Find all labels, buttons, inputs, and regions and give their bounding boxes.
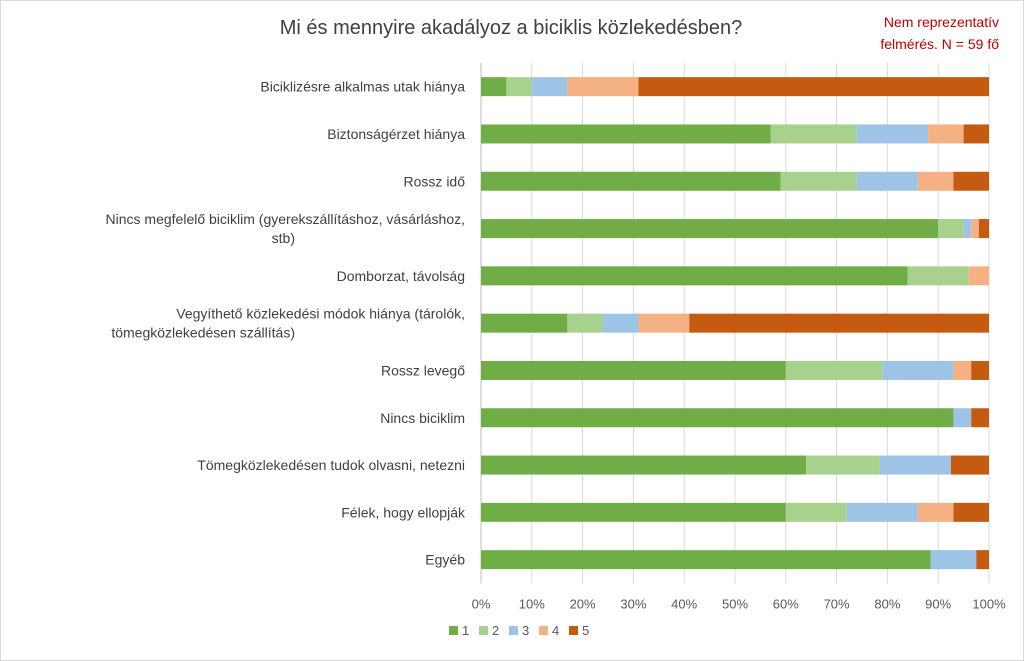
bar-segment (971, 219, 979, 239)
category-label: Rossz idő (404, 173, 466, 189)
bar-segment (567, 77, 639, 97)
bar-segment (930, 550, 977, 570)
bar-segment (971, 360, 989, 380)
bar-segment (917, 171, 954, 191)
legend-swatch (539, 626, 548, 635)
bar-segment (953, 502, 989, 522)
x-tick-labels: 0% 10% 20% 30% 40% 50% 60% 70% 80% 90% 100% (472, 596, 1006, 611)
bar-segment (481, 171, 781, 191)
bar-segment (953, 171, 989, 191)
bar-segment (907, 266, 969, 286)
bar-segment (780, 171, 857, 191)
bar-segment (879, 455, 951, 475)
x-tick-label: 80% (874, 596, 900, 611)
category-label: Egyéb (425, 552, 465, 568)
legend-swatch (569, 626, 578, 635)
x-tick-label: 90% (925, 596, 951, 611)
category-label: Nincs megfelelő biciklim (gyerekszállítá… (106, 211, 465, 246)
bar-segment (689, 313, 989, 333)
bar-segment (481, 502, 786, 522)
bar-segment (928, 124, 964, 144)
legend-label: 3 (522, 623, 529, 638)
x-tick-label: 0% (472, 596, 491, 611)
bar-segment (978, 219, 989, 239)
x-tick-label: 30% (620, 596, 646, 611)
x-tick-label: 100% (972, 596, 1006, 611)
category-label: Biciklizésre alkalmas utak hiánya (260, 79, 465, 95)
legend-swatch (509, 626, 518, 635)
bar-segment (481, 219, 939, 239)
x-tick-label: 50% (722, 596, 748, 611)
bar-segment (602, 313, 639, 333)
x-tick-label: 20% (570, 596, 596, 611)
bar-segment (806, 455, 880, 475)
bar-segment (882, 360, 954, 380)
bar-segment (963, 124, 989, 144)
category-label: Biztonságérzet hiánya (327, 126, 465, 142)
category-label: Rossz levegő (381, 362, 465, 378)
category-label: Vegyíthető közlekedési módok hiánya (tár… (111, 306, 465, 341)
bar-segment (785, 360, 883, 380)
bar-segment (481, 124, 771, 144)
bar-segment (481, 550, 931, 570)
bar-segment (638, 77, 989, 97)
legend-swatch (449, 626, 458, 635)
bar-segment (481, 313, 568, 333)
bar-segment (785, 502, 847, 522)
bar-segment (953, 408, 972, 428)
bar-segment (481, 455, 807, 475)
bar-segment (481, 408, 954, 428)
category-label: Félek, hogy ellopják (341, 504, 466, 520)
bar-segment (856, 124, 929, 144)
bar-segment (638, 313, 690, 333)
bar-segment (531, 77, 568, 97)
bar-segment (950, 455, 989, 475)
category-labels: Biciklizésre alkalmas utak hiánya Biztons… (106, 79, 466, 568)
bar-segment (971, 408, 989, 428)
category-label: Nincs biciklim (380, 410, 465, 426)
legend-label: 4 (552, 623, 559, 638)
legend-label: 1 (462, 623, 469, 638)
category-label: Tömegközlekedésen tudok olvasni, netezni (197, 457, 465, 473)
bar-segment (976, 550, 989, 570)
legend-label: 5 (582, 623, 589, 638)
sample-note: Nem reprezentatív felmérés. N = 59 fő (880, 14, 999, 52)
bar-segment (938, 219, 964, 239)
bar-segment (481, 77, 507, 97)
bar-segment (846, 502, 918, 522)
bar-segment (953, 360, 972, 380)
bar-segment (963, 219, 972, 239)
legend: 1 2 3 4 5 (449, 623, 589, 638)
bar-segment (770, 124, 857, 144)
legend-swatch (479, 626, 488, 635)
bar-segment (481, 360, 786, 380)
bar-segment (856, 171, 918, 191)
bars (481, 77, 989, 570)
x-tick-label: 40% (671, 596, 697, 611)
x-tick-label: 60% (773, 596, 799, 611)
legend-label: 2 (492, 623, 499, 638)
bar-segment (506, 77, 532, 97)
bar-segment (481, 266, 908, 286)
x-tick-label: 70% (824, 596, 850, 611)
bar-segment (917, 502, 954, 522)
x-tick-label: 10% (519, 596, 545, 611)
category-label: Domborzat, távolság (337, 268, 465, 284)
bar-segment (567, 313, 603, 333)
chart-title: Mi és mennyire akadályoz a biciklis közl… (279, 17, 743, 39)
bar-segment (968, 266, 989, 286)
